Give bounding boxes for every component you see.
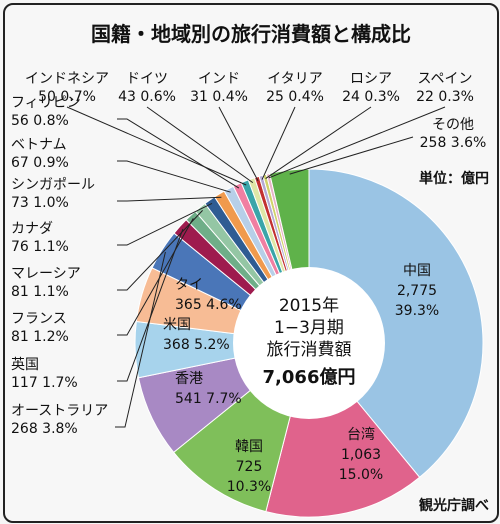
slice-label-name: 台湾: [347, 426, 375, 443]
center-hole: [233, 267, 385, 419]
slice-label-value: 2,775: [397, 283, 437, 299]
outside-label-name: イタリア: [267, 71, 322, 87]
slice-label-pct: 39.3%: [395, 303, 439, 319]
leader-line: [289, 136, 414, 175]
outside-label-value: 24 0.3%: [342, 89, 400, 105]
outside-label-value: 258 3.6%: [420, 135, 487, 151]
outside-label-value: 117 1.7%: [11, 375, 78, 391]
outside-label-value: 43 0.6%: [118, 89, 176, 105]
center-line3: 旅行消費額: [267, 340, 352, 360]
outside-label-name: 英国: [11, 356, 39, 373]
outside-label-value: 76 1.1%: [11, 239, 69, 255]
leader-line: [117, 196, 222, 202]
outside-label-value: 50 0.7%: [38, 89, 96, 105]
slice-label-value: 725: [236, 459, 263, 475]
outside-label-value: 22 0.3%: [416, 89, 474, 105]
slice-label-value: 368 5.2%: [163, 337, 230, 353]
outside-label-name: ベトナム: [11, 137, 67, 153]
leader-line: [117, 218, 194, 336]
outside-label-name: フィリピン: [11, 95, 81, 111]
outside-label-value: 81 1.1%: [11, 284, 69, 300]
outside-label-value: 81 1.2%: [11, 329, 69, 345]
chart-title: 国籍・地域別の旅行消費額と構成比: [91, 22, 411, 46]
outside-label-name: ドイツ: [126, 71, 168, 87]
slice-label-value: 1,063: [341, 447, 381, 463]
leader-line: [261, 106, 296, 180]
outside-label-value: 73 1.0%: [11, 195, 69, 211]
outside-label-name: インドネシア: [25, 71, 109, 87]
outside-label-name: その他: [432, 117, 474, 133]
slice-label-name: 香港: [175, 371, 203, 387]
outside-label-name: オーストラリア: [11, 403, 108, 419]
outside-label-name: シンガポール: [11, 177, 95, 193]
slice-label-value: 541 7.7%: [175, 391, 242, 407]
leader-line: [66, 106, 247, 186]
outside-label-name: スペイン: [417, 71, 472, 87]
outside-label-value: 31 0.4%: [190, 89, 248, 105]
center-total: 7,066億円: [263, 366, 356, 388]
leader-line: [218, 106, 259, 182]
outside-label-name: カナダ: [11, 221, 53, 237]
pie-chart: 国籍・地域別の旅行消費額と構成比 単位：億円 観光庁調べ 中国 2,775 39.3…: [11, 22, 489, 518]
leader-line: [117, 160, 231, 193]
slice-label-pct: 10.3%: [227, 479, 271, 495]
slice-label-name: 米国: [163, 317, 191, 333]
outside-label-value: 25 0.4%: [266, 89, 324, 105]
leader-line: [117, 210, 203, 291]
center-line1: 2015年: [279, 296, 339, 316]
leader-line: [146, 106, 254, 184]
leader-line: [268, 106, 446, 179]
slice-labels: 中国 2,775 39.3% 台湾 1,063 15.0% 韓国 725 10.3% 香港 541 …: [11, 71, 486, 495]
leader-lines: [66, 106, 446, 428]
source-note: 観光庁調べ: [419, 497, 489, 514]
outside-label-value: 67 0.9%: [11, 155, 69, 171]
leader-line: [115, 251, 166, 428]
slice-label-name: 韓国: [235, 439, 263, 455]
outside-label-name: インド: [198, 71, 240, 87]
pie-slice-0: [308, 168, 484, 479]
outside-label-value: 56 0.8%: [11, 113, 69, 129]
unit-label: 単位：億円: [419, 170, 489, 187]
outside-label-name: マレーシア: [11, 266, 81, 282]
slice-label-name: タイ: [175, 277, 203, 293]
outside-label-name: ロシア: [350, 71, 392, 87]
leader-line: [265, 106, 372, 180]
outside-label-value: 268 3.8%: [11, 421, 78, 437]
leader-line: [117, 228, 184, 382]
center-line2: 1−3月期: [274, 318, 344, 338]
chart-frame: 国籍・地域別の旅行消費額と構成比 単位：億円 観光庁調べ 中国 2,775 39.3…: [3, 3, 499, 523]
slice-label-pct: 15.0%: [339, 467, 383, 483]
outside-label-name: フランス: [11, 311, 67, 327]
slice-label-name: 中国: [403, 263, 431, 279]
slice-label-value: 365 4.6%: [175, 297, 242, 313]
leader-line: [117, 202, 213, 246]
